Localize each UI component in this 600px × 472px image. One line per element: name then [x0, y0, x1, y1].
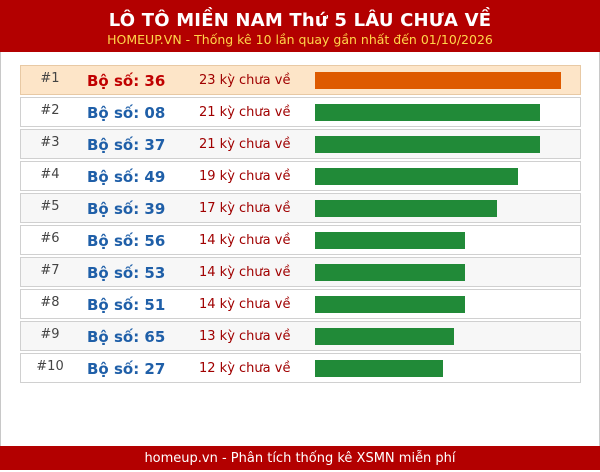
- number-pair: Bộ số: 56: [87, 232, 166, 250]
- number-pair: Bộ số: 53: [87, 264, 166, 282]
- ranking-row: #5 Bộ số: 39 17 kỳ chưa về: [20, 193, 581, 223]
- absence-count: 14 kỳ chưa về: [199, 233, 291, 248]
- absence-count: 14 kỳ chưa về: [199, 297, 291, 312]
- absence-bar: [315, 360, 443, 377]
- absence-bar: [315, 168, 518, 185]
- absence-count: 21 kỳ chưa về: [199, 105, 291, 120]
- ranking-row: #2 Bộ số: 08 21 kỳ chưa về: [20, 97, 581, 127]
- bar-track: [315, 296, 561, 313]
- absence-bar: [315, 104, 540, 121]
- number-pair: Bộ số: 37: [87, 136, 166, 154]
- bar-track: [315, 360, 561, 377]
- page-title: LÔ TÔ MIỀN NAM Thứ 5 LÂU CHƯA VỀ: [108, 10, 492, 31]
- absence-count: 13 kỳ chưa về: [199, 329, 291, 344]
- rank-label: #4: [40, 167, 60, 182]
- page-subtitle: HOMEUP.VN - Thống kê 10 lần quay gần nhấ…: [107, 32, 493, 47]
- ranking-list: #1 Bộ số: 36 23 kỳ chưa về #2 Bộ số: 08 21 kỳ…: [20, 65, 581, 385]
- rank-label: #3: [40, 135, 60, 150]
- absence-count: 14 kỳ chưa về: [199, 265, 291, 280]
- footer-banner: homeup.vn - Phân tích thống kê XSMN miễn…: [0, 446, 600, 470]
- ranking-row: #9 Bộ số: 65 13 kỳ chưa về: [20, 321, 581, 351]
- absence-bar: [315, 328, 454, 345]
- number-pair: Bộ số: 65: [87, 328, 166, 346]
- number-pair: Bộ số: 49: [87, 168, 166, 186]
- absence-bar: [315, 296, 465, 313]
- absence-count: 19 kỳ chưa về: [199, 169, 291, 184]
- number-pair: Bộ số: 51: [87, 296, 166, 314]
- bar-track: [315, 168, 561, 185]
- ranking-row: #7 Bộ số: 53 14 kỳ chưa về: [20, 257, 581, 287]
- ranking-row: #10 Bộ số: 27 12 kỳ chưa về: [20, 353, 581, 383]
- rank-label: #7: [40, 263, 60, 278]
- ranking-row: #6 Bộ số: 56 14 kỳ chưa về: [20, 225, 581, 255]
- rank-label: #1: [40, 71, 60, 86]
- absence-bar: [315, 232, 465, 249]
- absence-count: 17 kỳ chưa về: [199, 201, 291, 216]
- number-pair: Bộ số: 27: [87, 360, 166, 378]
- absence-count: 21 kỳ chưa về: [199, 137, 291, 152]
- bar-track: [315, 328, 561, 345]
- bar-track: [315, 72, 561, 89]
- bar-track: [315, 264, 561, 281]
- absence-count: 23 kỳ chưa về: [199, 73, 291, 88]
- rank-label: #8: [40, 295, 60, 310]
- number-pair: Bộ số: 08: [87, 104, 166, 122]
- rank-label: #9: [40, 327, 60, 342]
- bar-track: [315, 200, 561, 217]
- rank-label: #5: [40, 199, 60, 214]
- ranking-row: #4 Bộ số: 49 19 kỳ chưa về: [20, 161, 581, 191]
- number-pair: Bộ số: 36: [87, 72, 166, 90]
- ranking-row: #1 Bộ số: 36 23 kỳ chưa về: [20, 65, 581, 95]
- rank-label: #2: [40, 103, 60, 118]
- absence-count: 12 kỳ chưa về: [199, 361, 291, 376]
- ranking-row: #8 Bộ số: 51 14 kỳ chưa về: [20, 289, 581, 319]
- rank-label: #10: [36, 359, 64, 374]
- absence-bar: [315, 200, 497, 217]
- bar-track: [315, 136, 561, 153]
- absence-bar: [315, 264, 465, 281]
- footer-text: homeup.vn - Phân tích thống kê XSMN miễn…: [144, 451, 456, 466]
- bar-track: [315, 104, 561, 121]
- number-pair: Bộ số: 39: [87, 200, 166, 218]
- bar-track: [315, 232, 561, 249]
- absence-bar: [315, 72, 561, 89]
- absence-bar: [315, 136, 540, 153]
- header-banner: LÔ TÔ MIỀN NAM Thứ 5 LÂU CHƯA VỀ HOMEUP.…: [0, 0, 600, 52]
- ranking-row: #3 Bộ số: 37 21 kỳ chưa về: [20, 129, 581, 159]
- rank-label: #6: [40, 231, 60, 246]
